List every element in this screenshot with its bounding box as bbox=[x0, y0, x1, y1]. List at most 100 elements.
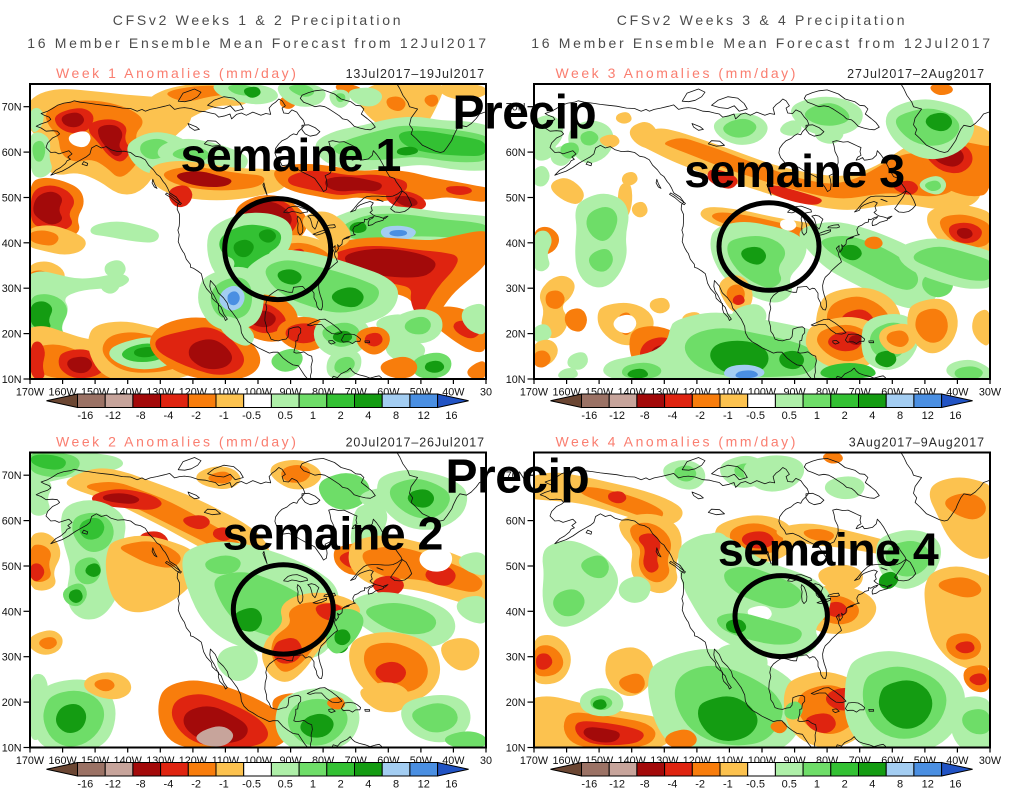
svg-text:0.5: 0.5 bbox=[278, 779, 293, 791]
svg-text:20N: 20N bbox=[2, 697, 22, 709]
svg-text:1: 1 bbox=[310, 779, 316, 791]
svg-text:4: 4 bbox=[365, 410, 371, 422]
svg-text:60N: 60N bbox=[506, 147, 526, 159]
svg-text:2: 2 bbox=[338, 410, 344, 422]
svg-text:16: 16 bbox=[949, 779, 961, 791]
svg-text:-8: -8 bbox=[136, 410, 146, 422]
svg-text:30: 30 bbox=[480, 387, 492, 399]
svg-text:CFSv2 Weeks 1 & 2 Precipitatio: CFSv2 Weeks 1 & 2 Precipitation bbox=[113, 12, 403, 28]
svg-text:170W: 170W bbox=[520, 387, 549, 399]
svg-text:-16: -16 bbox=[77, 779, 93, 791]
svg-text:10N: 10N bbox=[2, 743, 22, 755]
svg-text:-16: -16 bbox=[581, 779, 597, 791]
svg-text:13Jul2017–19Jul2017: 13Jul2017–19Jul2017 bbox=[346, 67, 485, 81]
svg-text:Week 2 Anomalies (mm/day): Week 2 Anomalies (mm/day) bbox=[56, 434, 298, 450]
svg-text:-12: -12 bbox=[105, 779, 121, 791]
svg-text:-4: -4 bbox=[164, 410, 174, 422]
svg-text:-12: -12 bbox=[105, 410, 121, 422]
svg-text:40W: 40W bbox=[442, 387, 465, 399]
svg-text:50N: 50N bbox=[506, 193, 526, 205]
svg-text:-8: -8 bbox=[136, 779, 146, 791]
svg-text:70N: 70N bbox=[2, 102, 22, 114]
svg-text:40W: 40W bbox=[946, 387, 969, 399]
svg-text:30N: 30N bbox=[506, 652, 526, 664]
svg-text:20N: 20N bbox=[2, 329, 22, 341]
svg-text:40N: 40N bbox=[2, 238, 22, 250]
svg-text:-12: -12 bbox=[609, 779, 625, 791]
svg-text:semaine 2: semaine 2 bbox=[223, 508, 443, 560]
svg-text:semaine 3: semaine 3 bbox=[684, 145, 904, 197]
svg-text:4: 4 bbox=[365, 779, 371, 791]
svg-text:20N: 20N bbox=[506, 697, 526, 709]
svg-text:30W: 30W bbox=[979, 387, 1002, 399]
svg-text:40N: 40N bbox=[506, 238, 526, 250]
svg-text:2: 2 bbox=[842, 410, 848, 422]
svg-text:16: 16 bbox=[445, 410, 457, 422]
svg-text:0.5: 0.5 bbox=[782, 779, 797, 791]
svg-text:-8: -8 bbox=[640, 410, 650, 422]
svg-text:-1: -1 bbox=[219, 779, 229, 791]
svg-text:Week 1 Anomalies (mm/day): Week 1 Anomalies (mm/day) bbox=[56, 65, 298, 81]
svg-text:16 Member Ensemble Mean Foreca: 16 Member Ensemble Mean Forecast from 12… bbox=[531, 35, 993, 51]
svg-text:12: 12 bbox=[418, 779, 430, 791]
svg-text:40W: 40W bbox=[946, 755, 969, 767]
svg-text:1: 1 bbox=[310, 410, 316, 422]
svg-text:-1: -1 bbox=[219, 410, 229, 422]
svg-text:40W: 40W bbox=[442, 755, 465, 767]
svg-text:-2: -2 bbox=[191, 410, 201, 422]
svg-text:-16: -16 bbox=[581, 410, 597, 422]
svg-text:60N: 60N bbox=[2, 147, 22, 159]
svg-text:-4: -4 bbox=[668, 779, 678, 791]
svg-text:30N: 30N bbox=[506, 283, 526, 295]
svg-text:CFSv2 Weeks 3 & 4 Precipitatio: CFSv2 Weeks 3 & 4 Precipitation bbox=[617, 12, 907, 28]
svg-text:70N: 70N bbox=[506, 102, 526, 114]
svg-text:8: 8 bbox=[393, 410, 399, 422]
svg-text:0.5: 0.5 bbox=[278, 410, 293, 422]
svg-text:-0.5: -0.5 bbox=[746, 410, 765, 422]
svg-text:10N: 10N bbox=[506, 374, 526, 386]
svg-text:-2: -2 bbox=[695, 779, 705, 791]
svg-text:170W: 170W bbox=[16, 755, 45, 767]
svg-text:-8: -8 bbox=[640, 779, 650, 791]
svg-text:30: 30 bbox=[480, 755, 492, 767]
svg-text:27Jul2017–2Aug2017: 27Jul2017–2Aug2017 bbox=[847, 67, 985, 81]
svg-text:40N: 40N bbox=[2, 606, 22, 618]
svg-text:50N: 50N bbox=[506, 561, 526, 573]
svg-text:12: 12 bbox=[922, 779, 934, 791]
svg-text:-2: -2 bbox=[695, 410, 705, 422]
svg-text:Week 4 Anomalies (mm/day): Week 4 Anomalies (mm/day) bbox=[556, 434, 798, 450]
svg-text:-0.5: -0.5 bbox=[746, 779, 765, 791]
svg-text:Week 3 Anomalies (mm/day): Week 3 Anomalies (mm/day) bbox=[556, 65, 798, 81]
svg-text:170W: 170W bbox=[520, 755, 549, 767]
svg-text:-1: -1 bbox=[723, 779, 733, 791]
svg-text:30W: 30W bbox=[979, 755, 1002, 767]
svg-text:12: 12 bbox=[418, 410, 430, 422]
svg-text:60N: 60N bbox=[506, 516, 526, 528]
svg-text:50N: 50N bbox=[2, 561, 22, 573]
svg-text:60N: 60N bbox=[2, 516, 22, 528]
svg-text:2: 2 bbox=[842, 779, 848, 791]
svg-text:-12: -12 bbox=[609, 410, 625, 422]
svg-text:12: 12 bbox=[922, 410, 934, 422]
svg-text:4: 4 bbox=[869, 410, 875, 422]
svg-text:1: 1 bbox=[814, 410, 820, 422]
svg-text:4: 4 bbox=[869, 779, 875, 791]
svg-text:semaine 1: semaine 1 bbox=[181, 129, 401, 181]
svg-text:70N: 70N bbox=[506, 470, 526, 482]
svg-text:20Jul2017–26Jul2017: 20Jul2017–26Jul2017 bbox=[346, 436, 485, 450]
svg-text:-0.5: -0.5 bbox=[242, 779, 261, 791]
svg-text:-4: -4 bbox=[164, 779, 174, 791]
svg-text:8: 8 bbox=[897, 410, 903, 422]
svg-text:-1: -1 bbox=[723, 410, 733, 422]
svg-text:Precip: Precip bbox=[453, 87, 597, 140]
svg-text:1: 1 bbox=[814, 779, 820, 791]
svg-text:-0.5: -0.5 bbox=[242, 410, 261, 422]
svg-text:170W: 170W bbox=[16, 387, 45, 399]
svg-text:0.5: 0.5 bbox=[782, 410, 797, 422]
svg-text:16: 16 bbox=[445, 779, 457, 791]
svg-text:20N: 20N bbox=[506, 329, 526, 341]
svg-text:30N: 30N bbox=[2, 652, 22, 664]
svg-text:10N: 10N bbox=[2, 374, 22, 386]
svg-text:8: 8 bbox=[393, 779, 399, 791]
svg-text:70N: 70N bbox=[2, 470, 22, 482]
